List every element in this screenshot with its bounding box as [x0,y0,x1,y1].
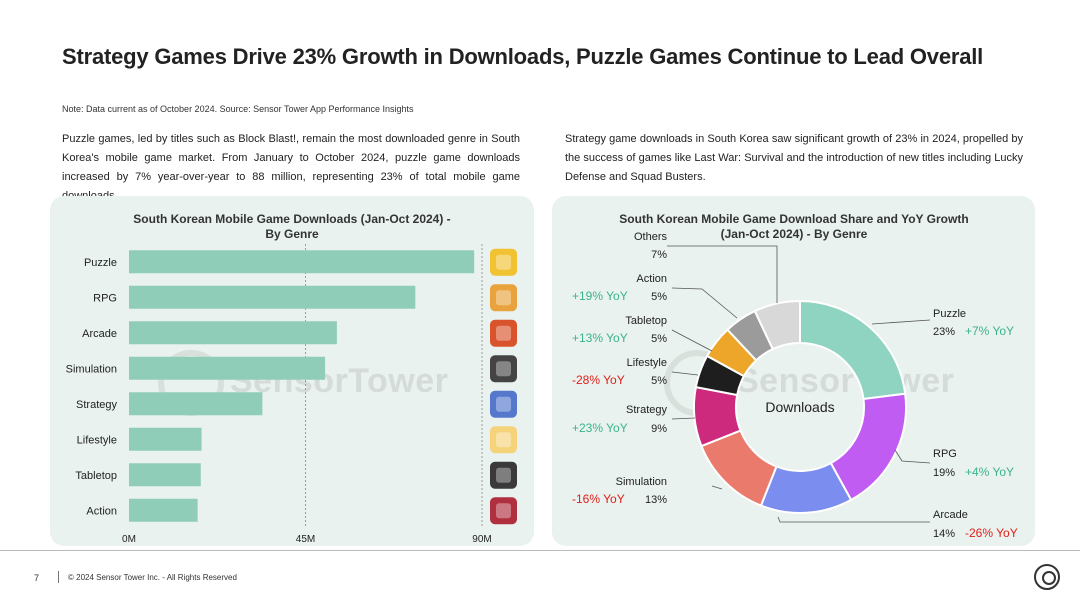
category-label: Strategy [76,399,117,411]
copyright: © 2024 Sensor Tower Inc. - All Rights Re… [68,573,237,582]
category-label: Arcade [82,328,117,340]
donut-chart-panel: SensorTower South Korean Mobile Game Dow… [552,196,1035,546]
slice-name-label: Puzzle [933,308,966,320]
leader-line [671,329,713,352]
donut-chart-title-line1: South Korean Mobile Game Download Share … [619,212,969,226]
page-title: Strategy Games Drive 23% Growth in Downl… [62,44,984,69]
footer-divider [0,550,1080,551]
bar-lifestyle [129,427,202,451]
puzzle-game-icon [490,248,517,276]
slice-yoy-label: +4% YoY [965,465,1014,479]
strategy-game-icon [490,390,517,418]
slice-yoy-label: +7% YoY [965,324,1014,338]
slice-share-label: 14% [933,528,955,540]
donut-center-label: Downloads [765,399,834,415]
leader-line [711,485,723,490]
category-label: Action [86,505,117,517]
slice-name-label: Tabletop [625,315,667,327]
category-label: Tabletop [75,470,117,482]
slice-share-label: 23% [933,326,955,338]
right-paragraph: Strategy game downloads in South Korea s… [565,133,1023,183]
slice-share-label: 19% [933,467,955,479]
slice-share-label: 5% [651,375,667,387]
leader-line [871,319,931,325]
slice-name-label: Action [636,273,667,285]
bar-simulation [129,356,326,380]
slice-share-label: 9% [651,423,667,435]
leader-line [894,449,931,464]
slice-yoy-label: -26% YoY [965,526,1018,540]
donut-chart: Downloads Puzzle 23% +7% YoY RPG 19% +4% YoY Ar… [572,231,1018,540]
bar-action [129,498,198,522]
category-label: Simulation [66,363,117,375]
slice-yoy-label: +23% YoY [572,421,628,435]
slice-name-label: Lifestyle [627,357,667,369]
slice-yoy-label: -16% YoY [572,492,625,506]
watermark-text: SensorTower [736,362,955,400]
slice-yoy-label: -28% YoY [572,373,625,387]
slice-share-label: 5% [651,291,667,303]
slice-name-label: Strategy [626,404,667,416]
bar-chart-title-line1: South Korean Mobile Game Downloads (Jan-… [133,212,451,226]
data-note: Note: Data current as of October 2024. S… [62,104,414,114]
x-tick-label: 0M [122,534,136,545]
bar-tabletop [129,463,201,487]
x-tick-label: 90M [472,534,491,545]
slice-yoy-label: +19% YoY [572,289,628,303]
slice-name-label: Arcade [933,509,968,521]
action-game-icon [490,497,517,525]
slice-share-label: 7% [651,249,667,261]
slice-name-label: Others [634,231,668,243]
donut-chart-title: South Korean Mobile Game Download Share … [594,212,994,242]
slice-others [753,299,801,351]
bar-arcade [129,321,337,345]
slice-name-label: RPG [933,448,957,460]
bar-rpg [129,285,416,309]
sensor-tower-logo-icon [1034,564,1060,590]
bar-chart-title: South Korean Mobile Game Downloads (Jan-… [102,212,482,242]
bar-chart-title-line2: By Genre [265,227,319,241]
bar-chart-panel: SensorTower South Korean Mobile Game Dow… [50,196,534,546]
category-label: Lifestyle [77,434,117,446]
bar-strategy [129,392,263,416]
leader-line [671,371,699,376]
slice-share-label: 13% [645,494,667,506]
page-number: 7 [34,573,40,583]
leader-line [671,417,696,420]
x-tick-label: 45M [296,534,315,545]
leader-line [667,245,778,303]
category-label: RPG [93,292,117,304]
slice-yoy-label: +13% YoY [572,331,628,345]
rpg-game-icon [490,284,517,312]
donut-chart-title-line2: (Jan-Oct 2024) - By Genre [720,227,868,241]
bar-chart: Puzzle RPG Arcade Simulation Strategy Lifesty… [66,244,517,545]
slice-puzzle [799,299,907,401]
footer-separator [58,571,59,583]
lifestyle-game-icon [490,426,517,454]
arcade-game-icon [490,319,517,347]
bar-puzzle [129,250,475,274]
simulation-game-icon [490,355,517,383]
leader-line [671,287,738,319]
left-paragraph: Puzzle games, led by titles such as Bloc… [62,133,520,202]
leader-line [777,516,930,523]
category-label: Puzzle [84,257,117,269]
slice-share-label: 5% [651,333,667,345]
slice-name-label: Simulation [616,476,667,488]
tabletop-game-icon [490,461,517,489]
